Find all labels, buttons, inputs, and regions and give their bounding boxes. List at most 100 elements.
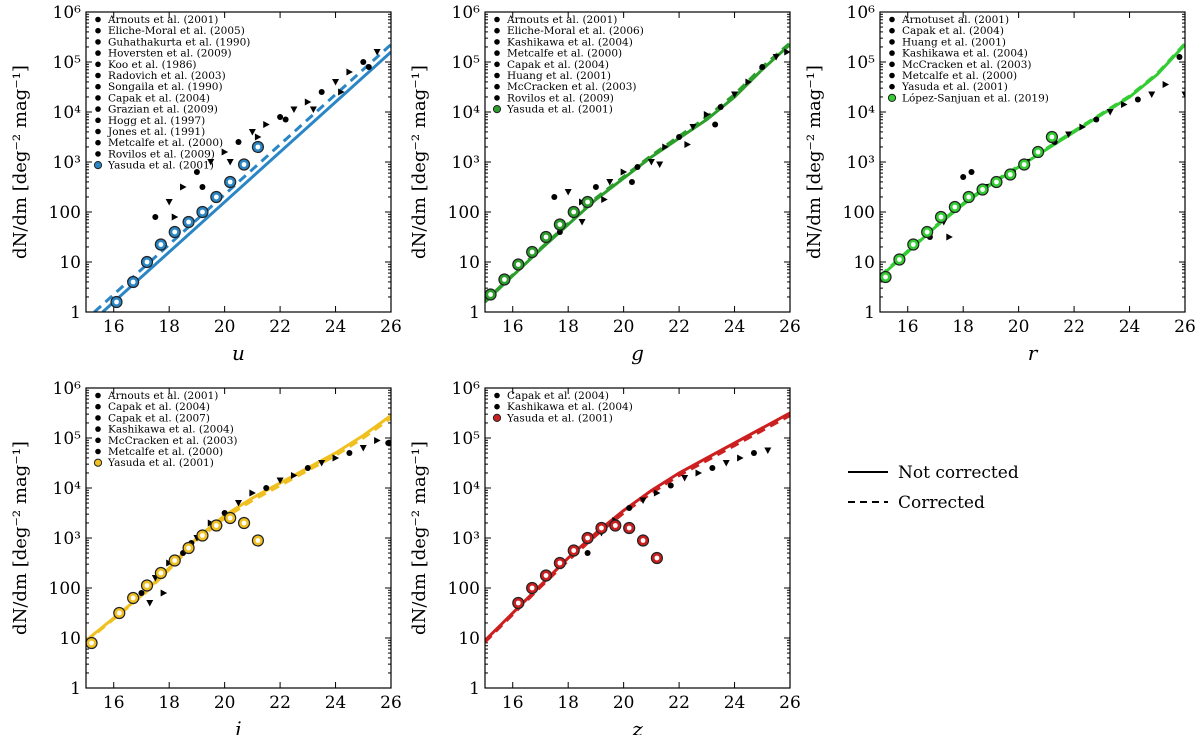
plot-data [86, 414, 391, 650]
literature-point [946, 233, 953, 241]
yasuda-point-center [952, 204, 958, 210]
literature-point [592, 184, 599, 190]
legend-entry: Yasuda et al. (2001) [506, 104, 613, 116]
legend-marker [95, 128, 101, 135]
panel-g: 16 18 20 22 24 26 1 10 100 10³ 10⁴ 10⁵ 10⁶ g dN/dm [de… [409, 3, 801, 365]
literature-point [138, 590, 145, 596]
legend-marker [95, 83, 101, 90]
legend-marker [95, 151, 101, 157]
legend-marker [494, 61, 500, 68]
y-tick-label: 10⁶ [53, 3, 82, 23]
literature-point [620, 168, 628, 176]
x-tick-label: 24 [724, 317, 746, 337]
legend-entry: Hogg et al. (1997) [108, 115, 205, 127]
x-tick-label: 22 [269, 693, 291, 713]
yasuda-point-center [529, 249, 535, 255]
legend-entry: Metcalfe et al. (2000) [507, 48, 622, 60]
x-tick-label: 18 [557, 317, 579, 337]
x-axis-label: u [232, 341, 245, 365]
y-axis-label: dN/dm [deg⁻² mag⁻¹] [10, 65, 31, 259]
panel-z: 16 18 20 22 24 26 1 10 100 10³ 10⁴ 10⁵ 10⁶ z dN/dm [de… [409, 379, 801, 735]
literature-point [276, 477, 284, 484]
yasuda-point-center [502, 277, 507, 282]
legend-marker [494, 27, 500, 34]
literature-point [248, 129, 256, 136]
legend-marker [95, 72, 101, 79]
y-tick-label: 10⁵ [53, 53, 82, 73]
literature-point [764, 447, 772, 454]
x-tick-label: 18 [158, 693, 180, 713]
legend-entry: McCracken et al. (2003) [108, 435, 237, 447]
legend-entry: Guhathakurta et al. (1990) [108, 36, 250, 48]
legend-marker [889, 61, 895, 68]
legend-marker [492, 105, 502, 114]
literature-point [1148, 91, 1156, 98]
literature-point [309, 106, 317, 113]
y-tick-label: 1 [70, 679, 81, 699]
legend-marker [95, 117, 101, 124]
literature-point [960, 174, 967, 180]
yasuda-point-center [557, 222, 563, 227]
yasuda-point-center [938, 214, 944, 220]
literature-point [171, 213, 179, 221]
literature-point [180, 183, 187, 191]
yasuda-point-center [255, 538, 261, 543]
yasuda-point-center [585, 199, 590, 205]
yasuda-point-center [612, 523, 618, 528]
x-tick-label: 20 [613, 317, 635, 337]
legend-marker [95, 426, 101, 432]
literature-point [304, 465, 311, 471]
literature-point [722, 460, 730, 467]
literature-point [1106, 109, 1114, 116]
legend-marker [494, 392, 500, 399]
corrected-line [93, 43, 391, 312]
y-tick-label: 10⁶ [452, 3, 481, 23]
corrected-line [485, 414, 790, 644]
literature-point [235, 500, 242, 507]
literature-point [373, 49, 381, 56]
literature-point [338, 88, 345, 96]
y-axis-label: dN/dm [deg⁻² mag⁻¹] [804, 65, 825, 259]
legend-marker [95, 16, 101, 23]
legend-marker [95, 50, 101, 56]
x-tick-label: 26 [380, 317, 402, 337]
legend-marker [492, 413, 502, 422]
y-tick-label: 1 [864, 303, 875, 323]
legend-marker [889, 16, 895, 23]
yasuda-point-center [897, 257, 902, 262]
yasuda-point-center [158, 242, 164, 247]
yasuda-point-center [543, 573, 549, 578]
yasuda-point-center [255, 144, 261, 150]
literature-point [1121, 101, 1128, 108]
literature-point [759, 64, 766, 70]
literature-point [684, 141, 691, 148]
panel-legend: Arnouts et al. (2001)Capak et al. (2004)… [93, 390, 237, 469]
legend-entry: López-Sanjuan et al. (2019) [902, 92, 1049, 104]
plot-data [485, 411, 790, 644]
yasuda-point-center [130, 595, 136, 601]
yasuda-point-center [213, 194, 219, 200]
literature-point [1093, 116, 1100, 123]
yasuda-point-center [980, 187, 985, 192]
literature-point [578, 219, 586, 226]
not-corrected-line [485, 411, 790, 642]
literature-point [160, 589, 168, 597]
yasuda-point-center [1035, 149, 1041, 155]
legend-marker [95, 139, 101, 146]
legend-entry: Yasuda et al. (2001) [506, 412, 613, 424]
yasuda-point-center [924, 229, 930, 235]
yasuda-point-center [1007, 172, 1013, 177]
yasuda-point-center [158, 570, 164, 576]
y-tick-label: 10⁶ [452, 379, 481, 399]
panel-u: 16 18 20 22 24 26 1 10 100 10³ 10⁴ 10⁵ 10⁶ u dN/dm [de… [10, 3, 402, 365]
y-tick-label: 10⁵ [452, 429, 481, 449]
x-tick-label: 26 [1174, 317, 1196, 337]
legend-marker [95, 95, 101, 101]
literature-point [332, 79, 340, 86]
literature-point [639, 497, 647, 504]
legend-entry: Kashikawa et al. (2004) [108, 424, 234, 436]
x-tick-label: 22 [668, 317, 690, 337]
legend-entry: Metcalfe et al. (2000) [902, 70, 1017, 82]
yasuda-point-center [144, 583, 150, 588]
legend-entry: Eliche-Moral et al. (2005) [108, 25, 245, 37]
